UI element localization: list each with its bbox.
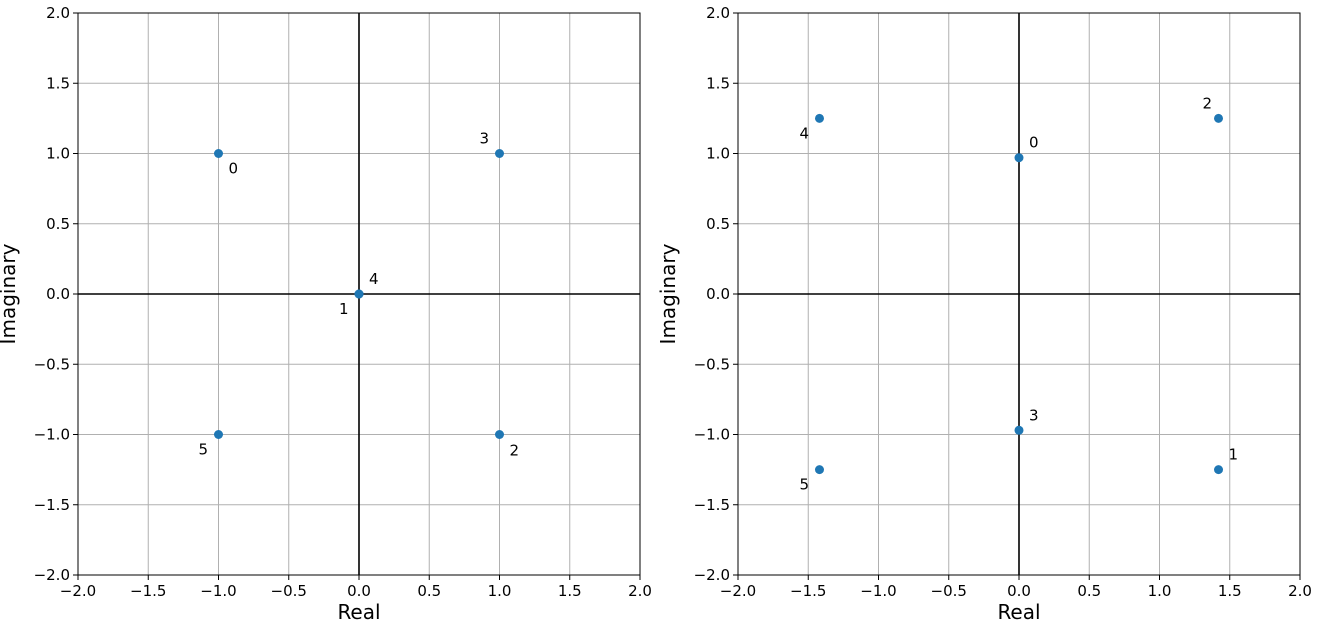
point-label-1: 1 xyxy=(1229,446,1239,464)
x-tick-label: 1.5 xyxy=(558,582,582,600)
y-tick-label: −2.0 xyxy=(694,566,730,584)
data-point-2 xyxy=(495,430,504,439)
y-tick-label: 0.0 xyxy=(46,285,70,303)
x-axis-title: Real xyxy=(997,600,1040,624)
y-tick-label: 2.0 xyxy=(706,4,730,22)
y-tick-label: −1.0 xyxy=(34,426,70,444)
data-point-5 xyxy=(814,465,824,475)
x-tick-label: 1.0 xyxy=(488,582,512,600)
y-tick-label: −1.5 xyxy=(34,496,70,514)
x-tick-label: −1.5 xyxy=(130,582,166,600)
point-label-3: 3 xyxy=(480,130,490,148)
y-tick-label: −1.0 xyxy=(694,426,730,444)
x-tick-label: −1.0 xyxy=(200,582,236,600)
y-tick-label: 1.5 xyxy=(46,74,70,92)
y-tick-label: −2.0 xyxy=(34,566,70,584)
right-scatter-plot: −2.0 −1.5 −1.0 −0.5 0.0 0.5 1.0 1.5 2.0 −2.0 −1.5 −… xyxy=(656,4,1312,624)
y-axis-title: Imaginary xyxy=(0,243,20,344)
y-tick-label: 0.5 xyxy=(706,215,730,233)
data-point-3 xyxy=(495,149,504,158)
y-tick-label: 2.0 xyxy=(46,4,70,22)
data-point-0 xyxy=(1014,153,1024,163)
data-point-5 xyxy=(214,430,223,439)
x-tick-label: 0.0 xyxy=(347,582,371,600)
y-tick-label: 1.0 xyxy=(46,145,70,163)
y-tick-label: 1.5 xyxy=(706,74,730,92)
x-tick-label: 2.0 xyxy=(628,582,652,600)
data-point-0 xyxy=(214,149,223,158)
x-tick-label: 0.0 xyxy=(1007,582,1031,600)
data-point-1 xyxy=(1214,465,1224,475)
data-point-4 xyxy=(814,113,824,123)
x-tick-label: −1.5 xyxy=(790,582,826,600)
y-tick-label: 1.0 xyxy=(706,145,730,163)
x-tick-label: 0.5 xyxy=(417,582,441,600)
point-label-0: 0 xyxy=(229,160,239,178)
y-axis-title: Imaginary xyxy=(656,243,680,344)
point-label-1: 1 xyxy=(339,300,349,318)
x-tick-label: −0.5 xyxy=(931,582,967,600)
x-axis-title: Real xyxy=(337,600,380,624)
y-tick-label: −0.5 xyxy=(694,355,730,373)
x-tick-label: 0.5 xyxy=(1077,582,1101,600)
point-label-4: 4 xyxy=(799,124,809,142)
x-tick-label: −2.0 xyxy=(60,582,96,600)
x-tick-label: 1.5 xyxy=(1218,582,1242,600)
x-tick-label: 2.0 xyxy=(1288,582,1312,600)
point-label-0: 0 xyxy=(1029,134,1039,152)
data-point-2 xyxy=(1214,113,1224,123)
x-tick-label: 1.0 xyxy=(1148,582,1172,600)
x-tick-label: −1.0 xyxy=(860,582,896,600)
x-tick-label: −2.0 xyxy=(720,582,756,600)
data-point-3 xyxy=(1014,425,1024,435)
point-label-2: 2 xyxy=(1203,94,1213,112)
x-tick-label: −0.5 xyxy=(271,582,307,600)
y-tick-label: −1.5 xyxy=(694,496,730,514)
left-scatter-plot: −2.0 −1.5 −1.0 −0.5 0.0 0.5 1.0 1.5 2.0 −2.0 −1.5 −… xyxy=(0,4,652,624)
y-tick-label: 0.0 xyxy=(706,285,730,303)
point-label-3: 3 xyxy=(1029,406,1039,424)
point-label-5: 5 xyxy=(799,476,809,494)
point-label-2: 2 xyxy=(510,442,520,460)
data-point-4 xyxy=(354,289,364,299)
point-label-5: 5 xyxy=(199,441,209,459)
point-label-4: 4 xyxy=(369,270,379,288)
y-tick-label: 0.5 xyxy=(46,215,70,233)
y-tick-label: −0.5 xyxy=(34,355,70,373)
